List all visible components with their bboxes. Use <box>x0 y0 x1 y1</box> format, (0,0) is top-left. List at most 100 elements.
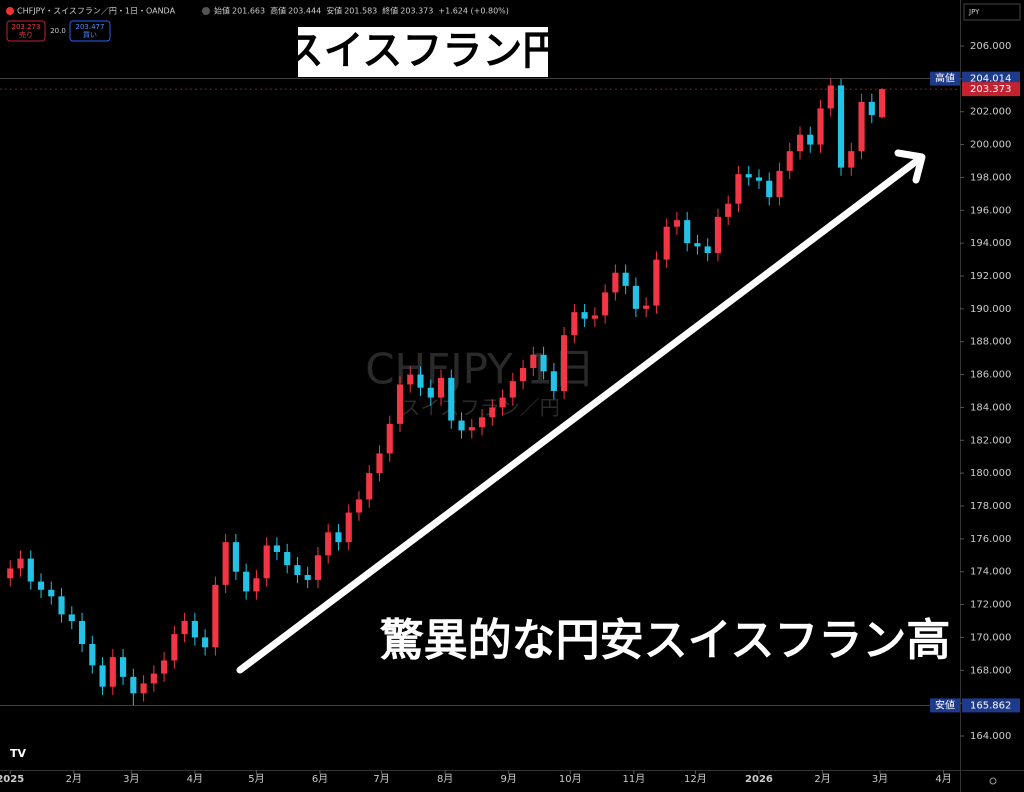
candle-body <box>735 174 742 204</box>
symbol: CHFJPY・スイスフラン／円・1日・OANDA <box>17 7 176 16</box>
candle-body <box>243 571 250 592</box>
candle-body <box>478 417 486 428</box>
title-box <box>298 27 548 77</box>
candle-body <box>796 134 804 152</box>
y-tick-label: 188.000 <box>970 337 1011 348</box>
ohlc-value: 201.583 <box>344 7 377 16</box>
candle-body <box>212 584 219 648</box>
candle-body <box>858 101 865 152</box>
arrow <box>236 149 926 674</box>
candle-body <box>366 473 373 500</box>
x-tick-label: 2025 <box>0 774 24 785</box>
candle-body <box>509 381 516 398</box>
y-tick-label: 180.000 <box>970 468 1011 479</box>
candle-body <box>417 374 424 388</box>
x-tick-label: 2月 <box>814 773 830 785</box>
ohlc-label: 安値 <box>326 6 342 16</box>
candle-body <box>878 89 886 118</box>
candle-body <box>273 545 280 552</box>
candle-body <box>335 532 342 543</box>
candle-body <box>253 578 260 592</box>
ohlc-value: 203.373 <box>400 7 433 16</box>
y-tick-label: 198.000 <box>970 172 1011 183</box>
candle-body <box>837 85 845 168</box>
candle-body <box>171 634 178 661</box>
y-tick-label: 192.000 <box>970 271 1011 282</box>
symbol-icon <box>6 7 14 15</box>
candle-body <box>591 315 598 319</box>
candle-body <box>622 272 629 286</box>
candle-body <box>345 512 352 543</box>
candle-body <box>786 151 793 171</box>
candle-body <box>109 657 116 687</box>
price-tag <box>962 698 1020 713</box>
y-tick-label: 168.000 <box>970 665 1011 676</box>
price-tag <box>962 82 1020 97</box>
y-tick-label: 178.000 <box>970 501 1011 512</box>
buy-price[interactable]: 203.477 <box>76 23 105 31</box>
currency[interactable]: JPY <box>968 8 980 16</box>
settings-icon[interactable] <box>989 777 997 785</box>
x-tick-label: 3月 <box>123 773 139 785</box>
arrow-head <box>894 149 926 184</box>
candle-body <box>684 220 691 244</box>
candle-body <box>694 243 701 247</box>
price-tag-label: 203.373 <box>970 84 1011 95</box>
candle-body <box>48 589 55 597</box>
candle-body <box>314 555 322 580</box>
candle-body <box>755 177 763 181</box>
candle-body <box>89 643 96 666</box>
y-tick-label: 202.000 <box>970 107 1011 118</box>
buy-label[interactable]: 買い <box>83 31 97 39</box>
y-tick-label: 170.000 <box>970 632 1011 643</box>
candle-body <box>540 354 547 372</box>
spread: 20.0 <box>50 27 66 35</box>
candle-body <box>807 134 814 145</box>
candle-body <box>468 427 475 431</box>
currency-box[interactable] <box>963 3 1021 21</box>
sell-price[interactable]: 203.273 <box>12 23 41 31</box>
price-name-tag <box>930 698 960 713</box>
candle-body <box>68 614 75 621</box>
arrow-line <box>236 156 922 674</box>
candle-body <box>520 367 527 382</box>
sell-button[interactable] <box>6 20 46 42</box>
y-tick-label: 194.000 <box>970 238 1011 249</box>
grid <box>0 78 960 706</box>
price-name: 安値 <box>935 698 955 711</box>
buy-button[interactable] <box>69 20 111 42</box>
candle-body <box>571 312 578 336</box>
candle-body <box>27 558 34 582</box>
candle-body <box>725 203 732 217</box>
candle-body <box>17 558 24 569</box>
y-tick-label: 200.000 <box>970 140 1011 151</box>
watermark-name: スイスフラン／円 <box>400 396 559 420</box>
candle-body <box>530 354 537 368</box>
candle-body <box>632 285 639 309</box>
price-tag-label: 204.014 <box>970 74 1011 85</box>
y-tick-label: 206.000 <box>970 41 1011 52</box>
sell-label[interactable]: 売り <box>19 30 33 39</box>
x-tick-label: 12月 <box>684 773 707 785</box>
price-tag <box>962 71 1020 86</box>
candle-body <box>120 657 127 677</box>
candle-body <box>827 85 834 109</box>
plot <box>7 78 886 706</box>
candle-body <box>150 673 157 684</box>
y-tick-label: 196.000 <box>970 205 1011 216</box>
change: +1.624 (+0.80%) <box>438 7 509 16</box>
ohlc-label: 終値 <box>382 6 398 16</box>
ohlc-value: 203.444 <box>288 7 321 16</box>
price-name-tag <box>930 71 960 86</box>
eye-icon[interactable] <box>202 7 210 15</box>
x-tick-label: 5月 <box>248 773 264 785</box>
candle-body <box>58 596 65 615</box>
y-tick-label: 184.000 <box>970 402 1011 413</box>
ohlc-value: 201.663 <box>232 7 265 16</box>
candle-body <box>868 101 875 115</box>
candle-body <box>376 453 383 474</box>
x-tick-label: 2026 <box>745 774 773 785</box>
candle-body <box>489 407 496 418</box>
candle-body <box>191 620 198 638</box>
candle-body <box>427 387 434 398</box>
